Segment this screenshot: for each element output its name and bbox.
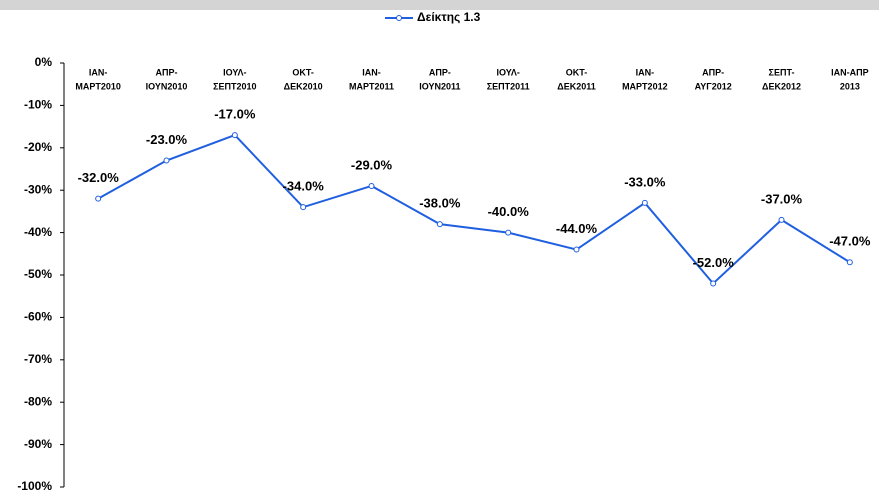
x-tick-label: ΙΑΝ-ΑΠΡ: [831, 67, 869, 77]
x-tick-label: ΔΕΚ2011: [557, 81, 596, 91]
point: [641, 199, 648, 206]
data-label: -37.0%: [761, 191, 803, 206]
point: [846, 259, 853, 266]
series-line: [97, 133, 851, 285]
x-tick-label: ΜΑΡΤ2011: [349, 81, 394, 91]
y-tick-label: -20%: [24, 140, 52, 154]
x-tick-label: ΙΟΥΝ2011: [419, 81, 460, 91]
x-tick-label: ΜΑΡΤ2010: [75, 81, 121, 91]
y-tick-label: -40%: [24, 225, 52, 239]
data-label: -29.0%: [351, 157, 393, 172]
y-tick-label: 0%: [35, 55, 53, 69]
x-tick-label: ΣΕΠΤ2011: [487, 81, 530, 91]
y-tick-label: -90%: [24, 437, 52, 451]
point: [573, 246, 580, 253]
x-tick-label: ΟΚΤ-: [566, 67, 588, 77]
data-label: -17.0%: [214, 107, 256, 122]
x-tick-label: 2013: [840, 81, 860, 91]
x-tick-label: ΣΕΠΤ2010: [213, 81, 256, 91]
point: [505, 229, 512, 236]
y-tick-label: -60%: [24, 310, 52, 324]
x-tick-label: ΙΑΝ-: [362, 67, 381, 77]
point: [778, 216, 785, 223]
legend-label: Δείκτης 1.3: [417, 10, 481, 24]
point: [231, 132, 238, 139]
point: [95, 195, 102, 202]
point: [300, 204, 307, 211]
x-tick-label: ΑΠΡ-: [429, 67, 451, 77]
x-tick-label: ΑΠΡ-: [156, 67, 178, 77]
data-label: -23.0%: [146, 132, 188, 147]
data-label: -44.0%: [556, 221, 598, 236]
x-tick-label: ΜΑΡΤ2012: [622, 81, 668, 91]
y-tick-label: -80%: [24, 394, 52, 408]
x-tick-label: ΙΟΥΛ-: [496, 67, 519, 77]
data-label: -34.0%: [283, 179, 325, 194]
x-tick-label: ΑΥΓ2012: [695, 81, 732, 91]
x-tick-label: ΔΕΚ2010: [284, 81, 323, 91]
x-tick-label: ΙΑΝ-: [636, 67, 655, 77]
top-band: [0, 0, 879, 10]
x-tick-label: ΙΑΝ-: [89, 67, 108, 77]
data-label: -38.0%: [419, 196, 461, 211]
data-label: -52.0%: [693, 255, 735, 270]
data-label: -32.0%: [78, 170, 120, 185]
y-tick-label: -100%: [17, 479, 52, 493]
x-tick-label: ΙΟΥΛ-: [223, 67, 246, 77]
data-label: -47.0%: [829, 234, 871, 249]
point: [163, 157, 170, 164]
y-tick-label: -10%: [24, 98, 52, 112]
data-label: -40.0%: [488, 204, 530, 219]
point: [710, 280, 717, 287]
legend-marker: [396, 15, 402, 21]
x-tick-label: ΟΚΤ-: [292, 67, 314, 77]
y-tick-label: -70%: [24, 352, 52, 366]
x-tick-label: ΑΠΡ-: [702, 67, 724, 77]
point: [368, 182, 375, 189]
y-tick-label: -50%: [24, 267, 52, 281]
x-tick-label: ΣΕΠΤ-: [769, 67, 795, 77]
x-tick-label: ΙΟΥΝ2010: [146, 81, 188, 91]
y-tick-label: -30%: [24, 182, 52, 196]
point: [436, 221, 443, 228]
x-tick-label: ΔΕΚ2012: [762, 81, 801, 91]
data-label: -33.0%: [624, 174, 666, 189]
